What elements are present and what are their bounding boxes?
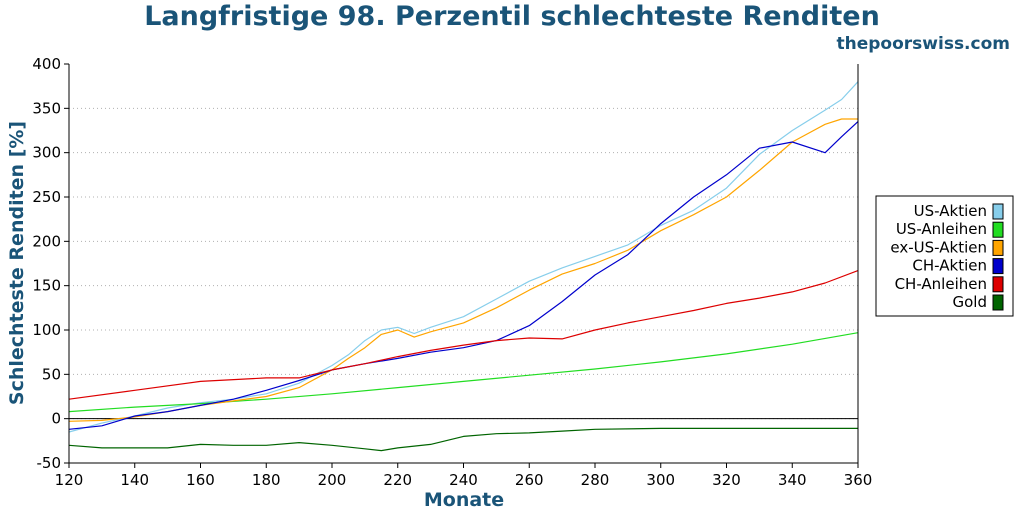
y-tick-label: 200 [32, 232, 61, 250]
series-line-us-anleihen [68, 332, 859, 413]
y-tick-label: 100 [32, 321, 61, 339]
x-tick-label: 360 [844, 471, 873, 489]
y-tick-label: 150 [32, 277, 61, 295]
x-tick-label: 300 [646, 471, 675, 489]
x-tick-label: 260 [515, 471, 544, 489]
series-line-ch-anleihen [68, 270, 859, 400]
y-tick-label: -50 [37, 454, 62, 472]
legend-swatch [992, 239, 1004, 256]
series-line-ex-us-aktien [68, 118, 858, 422]
x-tick-label: 280 [581, 471, 610, 489]
x-tick-labels: 120 140 160 180 200 220 240 260 280 300 320 340 360 [55, 463, 873, 489]
x-tick-label: 120 [55, 471, 84, 489]
y-tick-label: 300 [32, 144, 61, 162]
legend-swatch [992, 258, 1004, 275]
series-line-ch-aktien [68, 121, 859, 430]
x-tick-label: 200 [318, 471, 347, 489]
y-tick-label: 400 [32, 55, 61, 73]
y-tick-label: 0 [51, 410, 61, 428]
series-line-us-aktien [68, 81, 859, 433]
y-tick-label: 50 [42, 365, 61, 383]
x-tick-label: 140 [120, 471, 149, 489]
grid-lines [69, 107, 858, 420]
x-axis-label: Monate [424, 489, 504, 511]
y-axis-label: Schlechteste Renditen [%] [6, 121, 28, 405]
x-tick-label: 320 [712, 471, 741, 489]
x-tick-label: 220 [383, 471, 412, 489]
legend-swatch [992, 276, 1004, 293]
x-tick-label: 180 [252, 471, 281, 489]
legend-label: Gold [953, 293, 988, 311]
legend: US-AktienUS-Anleihenex-US-AktienCH-Aktie… [875, 195, 1014, 317]
chart-title: Langfristige 98. Perzentil schlechteste … [144, 1, 880, 32]
legend-box [875, 195, 1014, 317]
y-tick-label: 250 [32, 188, 61, 206]
watermark: thepoorswiss.com [836, 34, 1011, 54]
y-tick-labels: -50 0 50 100 150 200 250 300 350 400 [32, 55, 69, 472]
y-tick-label: 350 [32, 99, 61, 117]
legend-label: US-Aktien [914, 202, 987, 220]
legend-label: CH-Anleihen [895, 275, 987, 293]
legend-swatch [992, 294, 1004, 311]
legend-label: ex-US-Aktien [890, 238, 987, 256]
plot-frame [68, 64, 859, 464]
x-tick-label: 160 [186, 471, 215, 489]
legend-label: CH-Aktien [912, 257, 987, 275]
series-line-gold [68, 427, 858, 452]
legend-swatch [992, 221, 1004, 238]
legend-label: US-Anleihen [896, 220, 987, 238]
x-tick-label: 340 [778, 471, 807, 489]
x-tick-label: 240 [449, 471, 478, 489]
legend-swatch [992, 203, 1004, 220]
series-lines [68, 81, 859, 452]
